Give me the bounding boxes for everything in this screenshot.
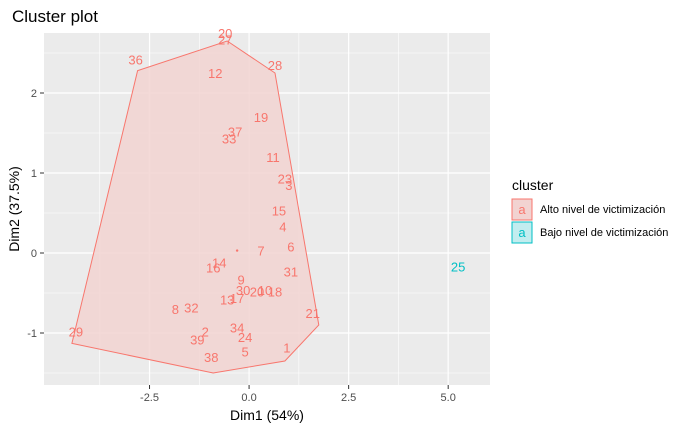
legend-key [511,198,533,221]
point-label: 23 [278,172,292,187]
legend-label: Alto nivel de victimización [540,204,665,216]
point-label: 36 [128,52,142,67]
y-tick-label: -1 [27,328,37,340]
point-label: 4 [279,220,286,235]
point-label: 12 [208,66,222,81]
y-tick-label: 0 [31,248,37,260]
legend-label: Bajo nivel de victimización [540,227,668,239]
x-axis: -2.5 0.0 2.5 5.0 [140,385,456,404]
y-axis-title: Dim2 (37.5%) [6,166,22,252]
legend-key [511,221,533,244]
point-label: 8 [172,302,179,317]
cluster-hulls [71,40,320,374]
point-label: 28 [268,58,282,73]
point-label: 33 [222,132,236,147]
point-label: 15 [272,204,286,219]
legend: cluster a Alto nivel de victimización a Baj… [511,177,668,244]
point-label: 38 [204,350,218,365]
x-axis-title: Dim1 (54%) [230,407,304,423]
point-label: 10 [258,283,272,298]
cluster-hull [71,40,320,374]
point-label: 3 [285,178,292,193]
point-label: 31 [284,264,298,279]
cluster-centroid [235,249,239,252]
point-label: 11 [266,150,280,165]
point-label: 39 [190,332,204,347]
point-label: 13 [220,292,234,307]
x-tick-label: 0.0 [241,392,256,404]
legend-key-glyph: a [518,202,526,217]
point-label: 32 [184,300,198,315]
y-axis: -1 0 1 2 [27,88,44,340]
legend-title: cluster [512,177,554,193]
point-label: 9 [237,272,244,287]
point-label: 21 [306,306,320,321]
chart-title: Cluster plot [12,7,98,26]
point-label: 24 [238,330,252,345]
point-label: 27 [218,32,232,47]
y-tick-label: 1 [31,168,37,180]
x-tick-label: 2.5 [341,392,356,404]
point-label: 20 [218,26,232,41]
x-tick-label: 5.0 [441,392,456,404]
point-label: 20 [250,284,264,299]
point-label: 29 [69,324,83,339]
point-label: 1 [283,340,290,355]
point-label: 30 [236,283,250,298]
point-label: 2 [202,324,209,339]
point-label: 18 [268,284,282,299]
point-label: 14 [212,256,226,271]
point-label: 16 [206,260,220,275]
point-label: 34 [230,320,244,335]
point-label: 37 [228,124,242,139]
point-label: 17 [230,291,244,306]
legend-key-glyph: a [518,225,526,240]
point-label: 5 [241,344,248,359]
y-tick-label: 2 [31,88,37,100]
point-label: 25 [451,260,465,275]
point-label: 6 [287,240,294,255]
legend-items: a Alto nivel de victimización a Bajo nivel … [511,198,668,244]
point-label: 19 [254,110,268,125]
x-tick-label: -2.5 [140,392,159,404]
point-label: 7 [257,244,264,259]
